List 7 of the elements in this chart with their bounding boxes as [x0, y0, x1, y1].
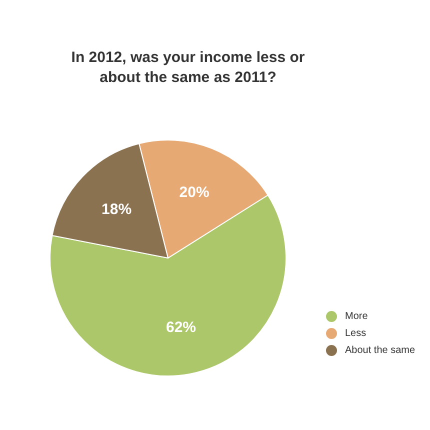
data-label: 62%: [166, 319, 196, 336]
data-label: 18%: [102, 200, 132, 218]
chart-title: In 2012, was your income less or about the same as 2011?: [70, 48, 306, 88]
legend-label: More: [345, 311, 368, 322]
legend-label: About the same: [345, 345, 416, 356]
legend-label: Less: [345, 328, 366, 339]
data-label: 20%: [179, 184, 210, 201]
